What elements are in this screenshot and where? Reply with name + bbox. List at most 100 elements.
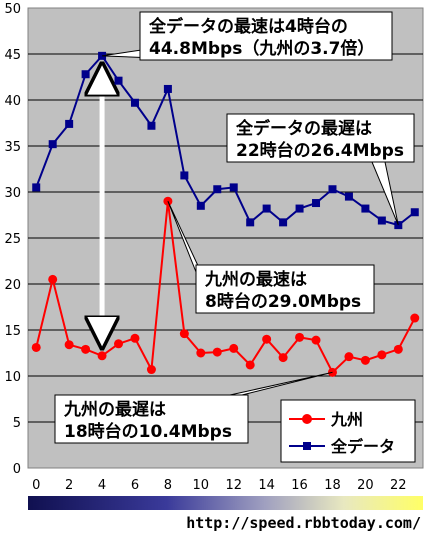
data-point-kyushu <box>179 329 189 339</box>
x-tick-label: 2 <box>65 478 73 493</box>
data-point-kyushu <box>64 340 74 350</box>
data-point-kyushu <box>31 342 41 352</box>
data-point-kyushu <box>130 333 140 343</box>
data-point-all <box>279 218 288 227</box>
data-point-kyushu <box>262 334 272 344</box>
data-point-kyushu <box>48 274 58 284</box>
x-tick-label: 8 <box>164 478 172 493</box>
callout-text-line: 全データの最速は4時台の <box>148 16 348 37</box>
footer-url: http://speed.rbbtoday.com/ <box>186 514 421 532</box>
x-tick-label: 4 <box>98 478 106 493</box>
y-tick-label: 25 <box>4 232 21 247</box>
x-tick-label: 12 <box>225 478 242 493</box>
callout-text-line: 8時台の29.0Mbps <box>205 291 361 312</box>
x-tick-label: 10 <box>193 478 210 493</box>
data-point-all <box>65 119 74 128</box>
data-point-all <box>81 70 90 79</box>
data-point-kyushu <box>81 344 91 354</box>
y-tick-label: 0 <box>13 462 21 477</box>
data-point-kyushu <box>97 351 107 361</box>
x-tick-label: 18 <box>324 478 341 493</box>
x-axis-ticks: 0 2 4 6 8 10 12 14 16 18 20 22 <box>32 478 406 493</box>
legend-label: 九州 <box>330 410 363 429</box>
callout-box <box>226 113 415 163</box>
x-tick-label: 22 <box>390 478 407 493</box>
callout-text-line: 44.8Mbps（九州の3.7倍） <box>149 38 374 59</box>
callout-text-line: 全データの最遅は <box>235 118 372 139</box>
legend-label: 全データ <box>330 437 395 456</box>
legend-swatch-marker <box>302 414 312 424</box>
data-point-kyushu <box>410 313 420 323</box>
data-point-all <box>246 218 255 227</box>
x-tick-label: 0 <box>32 478 40 493</box>
y-tick-label: 20 <box>4 278 21 293</box>
legend-swatch-marker <box>303 442 311 450</box>
data-point-kyushu <box>278 353 288 363</box>
callout-box <box>195 264 375 314</box>
callout-text-line: 22時台の26.4Mbps <box>236 140 404 161</box>
data-point-all <box>328 185 337 194</box>
y-tick-label: 35 <box>4 140 21 155</box>
callout-box <box>54 394 249 444</box>
data-point-kyushu <box>344 352 354 362</box>
data-point-kyushu <box>245 360 255 370</box>
data-point-all <box>147 121 156 130</box>
data-point-kyushu <box>146 365 156 375</box>
data-point-all <box>163 84 172 93</box>
callout-box <box>139 11 393 61</box>
y-tick-label: 50 <box>4 2 21 17</box>
data-point-all <box>410 208 419 217</box>
data-point-all <box>262 204 271 213</box>
callout-box-cover <box>56 396 247 400</box>
data-point-all <box>361 204 370 213</box>
legend-box <box>280 399 416 463</box>
callout-text-line: 18時台の10.4Mbps <box>64 421 232 442</box>
y-tick-label: 30 <box>4 186 21 201</box>
x-tick-label: 16 <box>291 478 308 493</box>
data-point-kyushu <box>393 344 403 354</box>
x-tick-label: 14 <box>258 478 275 493</box>
data-point-all <box>213 185 222 194</box>
callout-box-cover <box>141 13 391 17</box>
series-layer <box>31 51 420 377</box>
data-point-kyushu <box>196 348 206 358</box>
data-point-kyushu <box>360 355 370 365</box>
callout-text-line: 九州の最速は <box>204 269 307 290</box>
data-point-kyushu <box>212 347 222 357</box>
x-tick-label: 20 <box>357 478 374 493</box>
callout-box-cover <box>197 266 373 270</box>
y-tick-label: 5 <box>13 416 21 431</box>
data-point-all <box>180 171 189 180</box>
data-point-all <box>48 140 57 149</box>
data-point-kyushu <box>295 332 305 342</box>
data-point-all <box>32 183 41 192</box>
data-point-all <box>229 183 238 192</box>
y-tick-label: 10 <box>4 370 21 385</box>
y-tick-label: 40 <box>4 94 21 109</box>
data-point-kyushu <box>311 335 321 345</box>
data-point-kyushu <box>377 350 387 360</box>
data-point-kyushu <box>229 343 239 353</box>
y-tick-label: 45 <box>4 48 21 63</box>
y-tick-label: 15 <box>4 324 21 339</box>
y-axis-ticks: 0 5 10 15 20 25 30 35 40 45 50 <box>4 2 21 477</box>
x-tick-label: 6 <box>131 478 139 493</box>
data-point-all <box>114 76 123 85</box>
data-point-all <box>312 199 321 208</box>
callout-box-cover <box>228 115 413 119</box>
data-point-all <box>196 201 205 210</box>
data-point-all <box>130 98 139 107</box>
data-point-all <box>377 216 386 225</box>
data-point-all <box>344 192 353 201</box>
color-band <box>28 496 423 510</box>
data-point-kyushu <box>114 339 124 349</box>
callout-text-line: 九州の最遅は <box>63 400 166 420</box>
